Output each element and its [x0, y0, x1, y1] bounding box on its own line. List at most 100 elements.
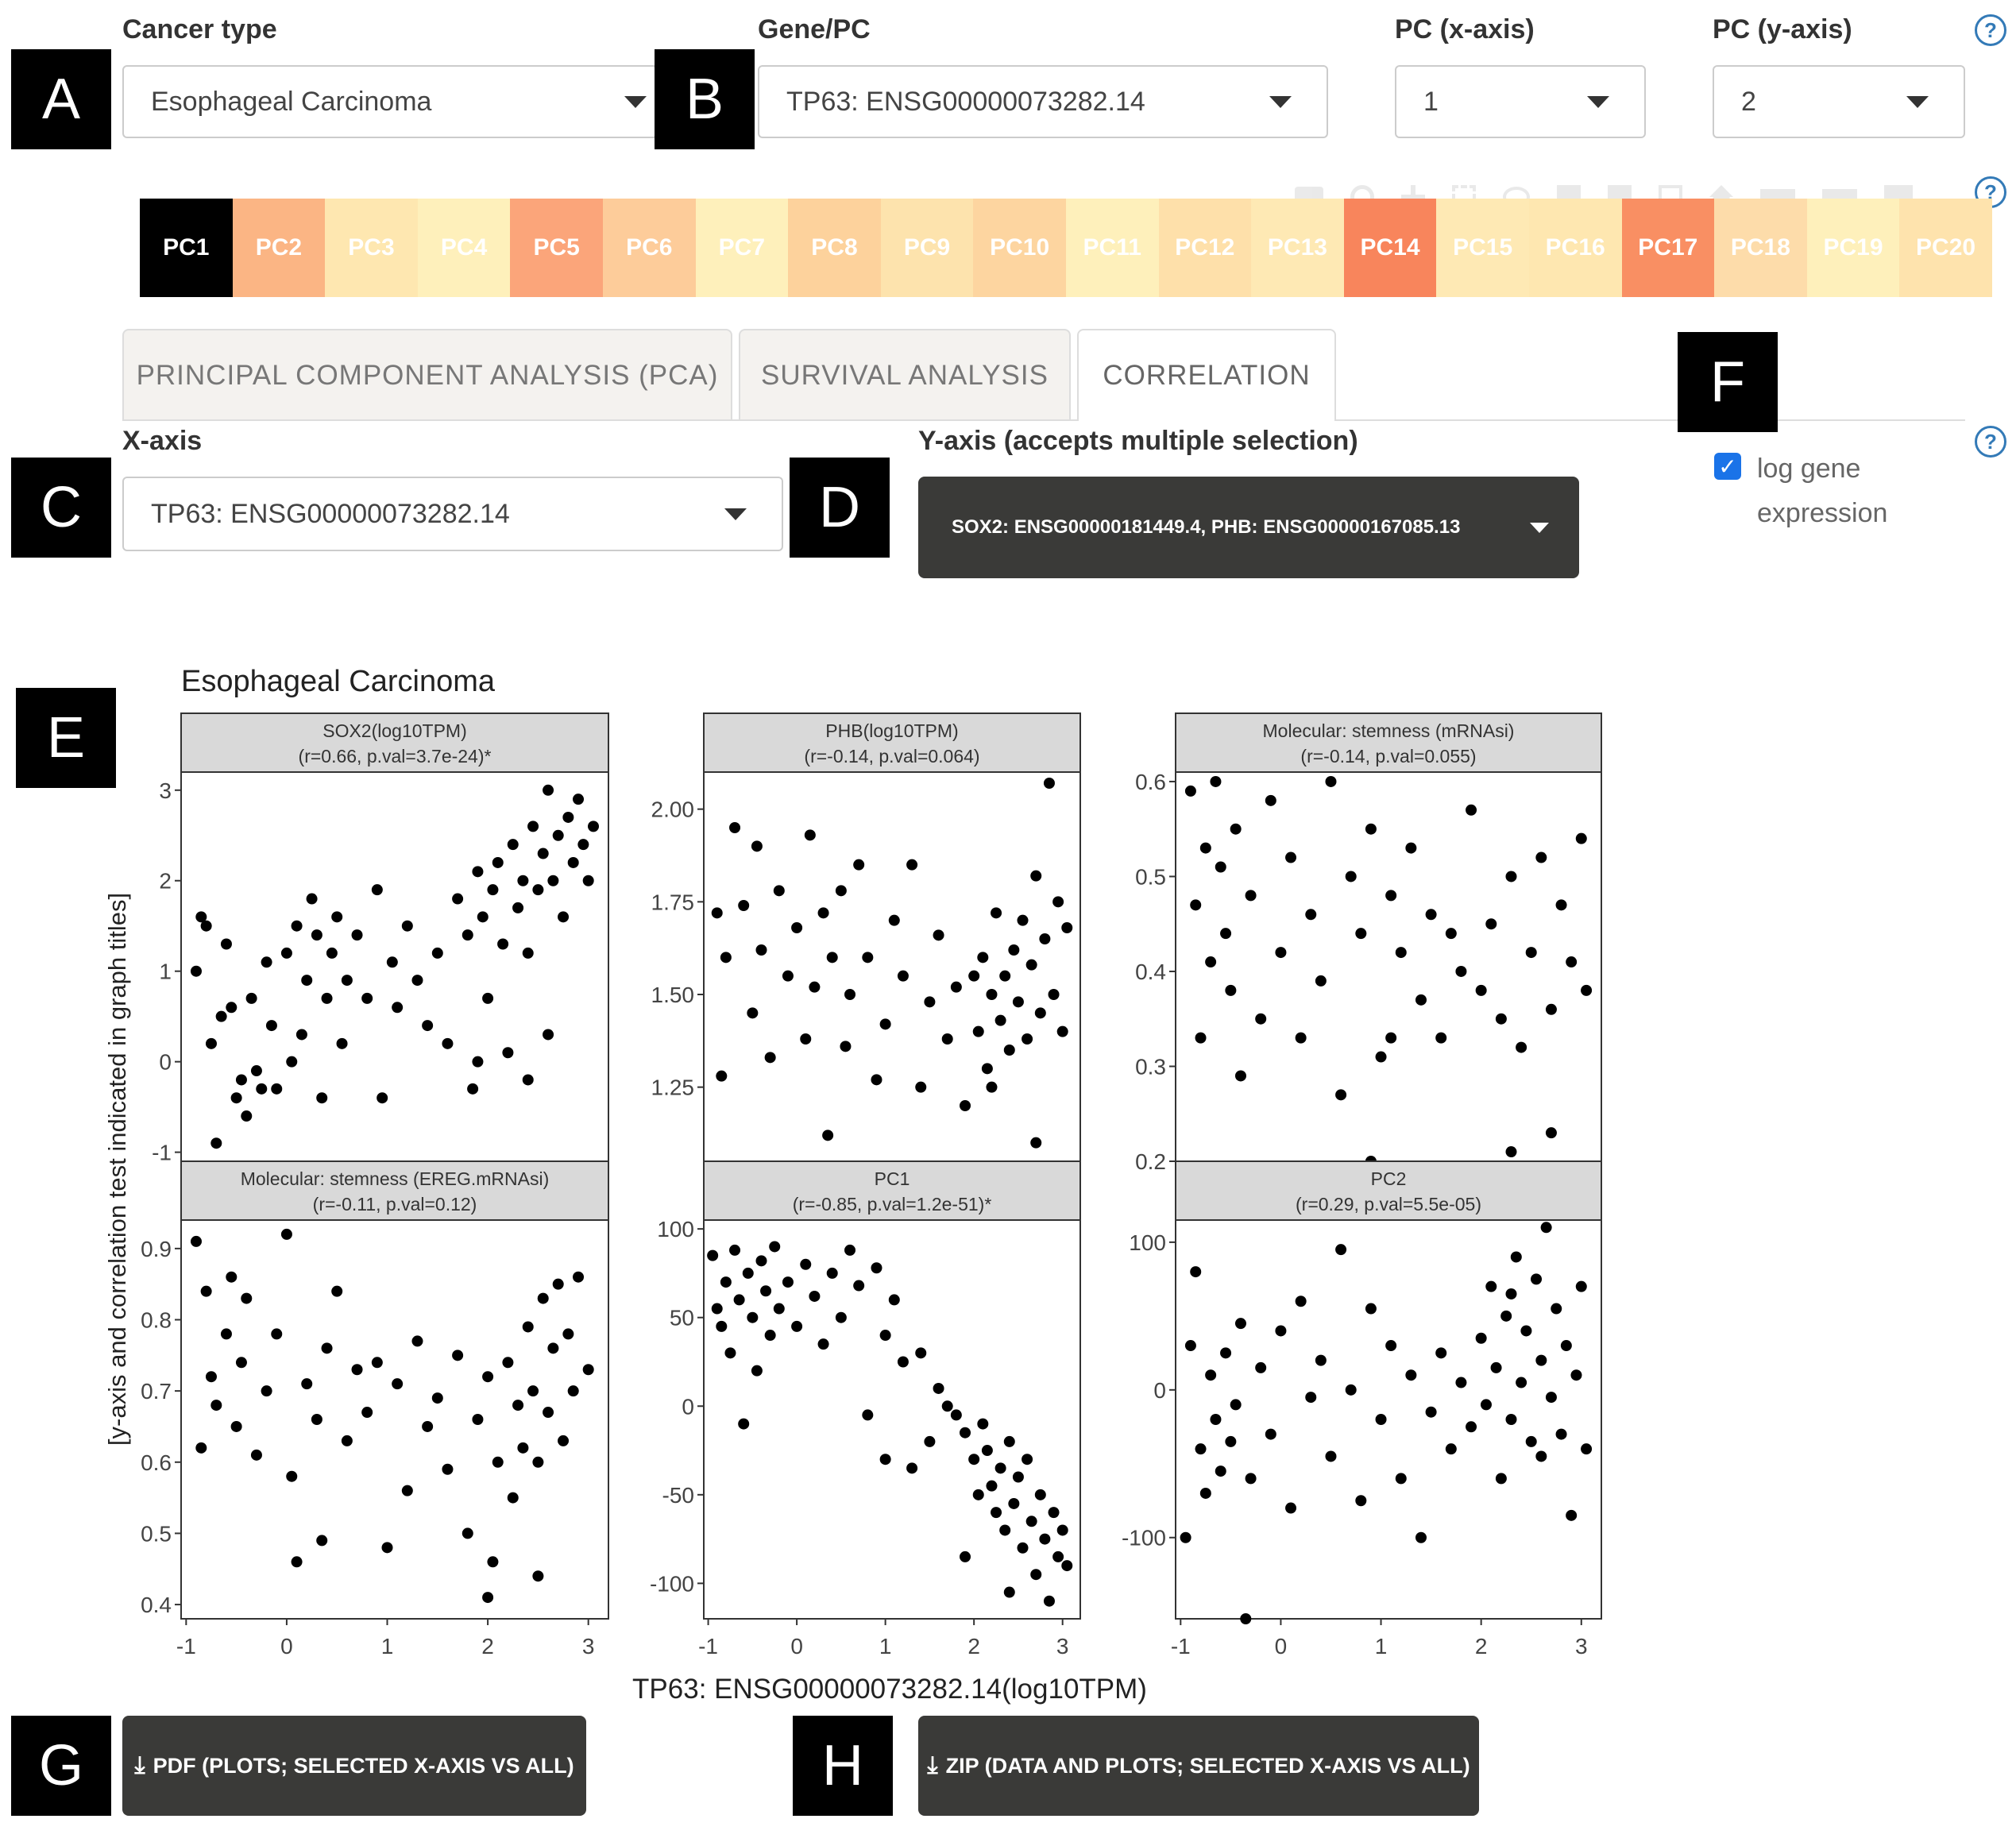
- pc-x-select[interactable]: 1: [1395, 65, 1646, 138]
- data-point: [351, 1364, 363, 1376]
- data-point: [960, 1100, 971, 1111]
- chevron-down-icon: [1587, 96, 1609, 108]
- data-point: [401, 1485, 413, 1496]
- data-point: [826, 1267, 838, 1279]
- tab-survival-analysis[interactable]: SURVIVAL ANALYSIS: [739, 329, 1071, 421]
- panel-header: [703, 712, 1081, 773]
- data-point: [1034, 1007, 1046, 1019]
- data-point: [1003, 1586, 1015, 1598]
- data-point: [547, 1342, 559, 1354]
- data-point: [755, 1255, 767, 1267]
- pc-cell-pc20[interactable]: PC20: [1899, 199, 1992, 297]
- help-icon-top[interactable]: ?: [1975, 14, 2006, 46]
- pc-cell-pc4[interactable]: PC4: [417, 199, 511, 297]
- data-point: [321, 1342, 333, 1354]
- data-point: [1555, 1428, 1567, 1440]
- data-point: [915, 1347, 927, 1359]
- data-point: [1245, 890, 1257, 902]
- download-pdf-button[interactable]: ⤓ PDF (PLOTS; SELECTED X-AXIS VS ALL): [122, 1716, 586, 1816]
- pc-cell-pc16[interactable]: PC16: [1528, 199, 1622, 297]
- y-tick-label: 0.8: [141, 1308, 172, 1333]
- y-tick-label: 1: [159, 960, 172, 984]
- pc-cell-pc3[interactable]: PC3: [325, 199, 418, 297]
- y-axis-multiselect[interactable]: SOX2: ENSG00000181449.4, PHB: ENSG000001…: [918, 477, 1579, 578]
- data-point: [991, 907, 1002, 919]
- pc-cell-pc11[interactable]: PC11: [1065, 199, 1159, 297]
- pc-cell-pc12[interactable]: PC12: [1158, 199, 1252, 297]
- pc-cell-pc19[interactable]: PC19: [1806, 199, 1900, 297]
- pc-y-select[interactable]: 2: [1713, 65, 1965, 138]
- data-point: [1581, 1443, 1593, 1455]
- data-point: [200, 920, 212, 932]
- data-point: [972, 1025, 984, 1037]
- data-point: [547, 875, 559, 886]
- pc-cell-pc8[interactable]: PC8: [788, 199, 881, 297]
- data-point: [386, 956, 398, 968]
- data-point: [1025, 959, 1037, 971]
- pc-cell-pc6[interactable]: PC6: [602, 199, 696, 297]
- data-point: [871, 1074, 882, 1086]
- log-gene-expression-label: log gene expression: [1757, 446, 1887, 535]
- pc-cell-pc5[interactable]: PC5: [510, 199, 603, 297]
- x-tick-label: 2: [967, 1634, 980, 1659]
- data-point: [482, 1592, 494, 1604]
- gene-pc-select[interactable]: TP63: ENSG00000073282.14: [758, 65, 1328, 138]
- data-point: [1485, 1280, 1497, 1292]
- data-point: [1385, 1340, 1397, 1352]
- data-point: [724, 1347, 736, 1359]
- tab-correlation[interactable]: CORRELATION: [1077, 329, 1336, 421]
- pc-cell-pc18[interactable]: PC18: [1714, 199, 1807, 297]
- panel-subtitle: (r=0.66, p.val=3.7e-24)*: [299, 746, 492, 767]
- data-point: [241, 1110, 253, 1122]
- data-point: [442, 1463, 454, 1475]
- tab-pca[interactable]: PRINCIPAL COMPONENT ANALYSIS (PCA): [122, 329, 732, 421]
- pc-cell-pc14[interactable]: PC14: [1343, 199, 1437, 297]
- pc-cell-pc9[interactable]: PC9: [880, 199, 974, 297]
- data-point: [1485, 918, 1497, 930]
- y-tick-label: 100: [657, 1217, 694, 1242]
- data-point: [1275, 1325, 1287, 1337]
- data-point: [804, 829, 816, 841]
- data-point: [190, 1235, 202, 1247]
- data-point: [1475, 984, 1487, 996]
- data-point: [311, 1414, 322, 1425]
- pc-cell-pc1[interactable]: PC1: [140, 199, 233, 297]
- x-tick-label: 3: [1575, 1634, 1588, 1659]
- download-zip-button[interactable]: ⤓ ZIP (DATA AND PLOTS; SELECTED X-AXIS V…: [918, 1716, 1479, 1816]
- panel-plot-area: [703, 771, 1081, 1162]
- panel-subtitle: (r=-0.11, p.val=0.12): [313, 1194, 477, 1214]
- pc-cell-pc7[interactable]: PC7: [695, 199, 789, 297]
- pc-cell-pc17[interactable]: PC17: [1621, 199, 1715, 297]
- data-point: [1195, 1032, 1207, 1044]
- y-tick-label: 0: [1153, 1378, 1166, 1403]
- pc-cell-pc15[interactable]: PC15: [1436, 199, 1529, 297]
- pc-cell-pc10[interactable]: PC10: [973, 199, 1066, 297]
- data-point: [472, 1056, 484, 1068]
- data-point: [522, 1074, 534, 1086]
- data-point: [291, 1556, 303, 1568]
- data-point: [1205, 956, 1217, 968]
- pc-cell-pc2[interactable]: PC2: [232, 199, 326, 297]
- log-gene-label-line1: log gene: [1757, 454, 1861, 484]
- cancer-type-select[interactable]: Esophageal Carcinoma: [122, 65, 658, 138]
- data-point: [906, 859, 918, 871]
- pc-cell-pc13[interactable]: PC13: [1251, 199, 1344, 297]
- data-point: [853, 1280, 865, 1292]
- data-point: [755, 944, 767, 956]
- help-icon-log[interactable]: ?: [1975, 426, 2006, 458]
- data-point: [205, 1371, 217, 1383]
- x-axis-select[interactable]: TP63: ENSG00000073282.14: [122, 477, 783, 551]
- x-tick-label: -1: [176, 1634, 196, 1659]
- data-point: [1545, 1127, 1557, 1139]
- data-point: [1425, 1406, 1437, 1418]
- chart-y-axis-label: [y-axis and correlation test indicated i…: [103, 893, 131, 1446]
- data-point: [558, 911, 570, 923]
- log-gene-expression-checkbox[interactable]: ✓: [1714, 453, 1741, 480]
- panel-subtitle: (r=0.29, p.val=5.5e-05): [1296, 1194, 1481, 1214]
- data-point: [1405, 1369, 1417, 1381]
- data-point: [742, 1267, 754, 1279]
- panel-title: PC1: [875, 1168, 910, 1189]
- data-point: [1445, 928, 1457, 940]
- data-point: [411, 975, 423, 987]
- pc-selector-strip[interactable]: PC1 PC2 PC3 PC4 PC5 PC6 PC7 PC8 PC9 PC10 PC11 PC12 P…: [140, 199, 1992, 297]
